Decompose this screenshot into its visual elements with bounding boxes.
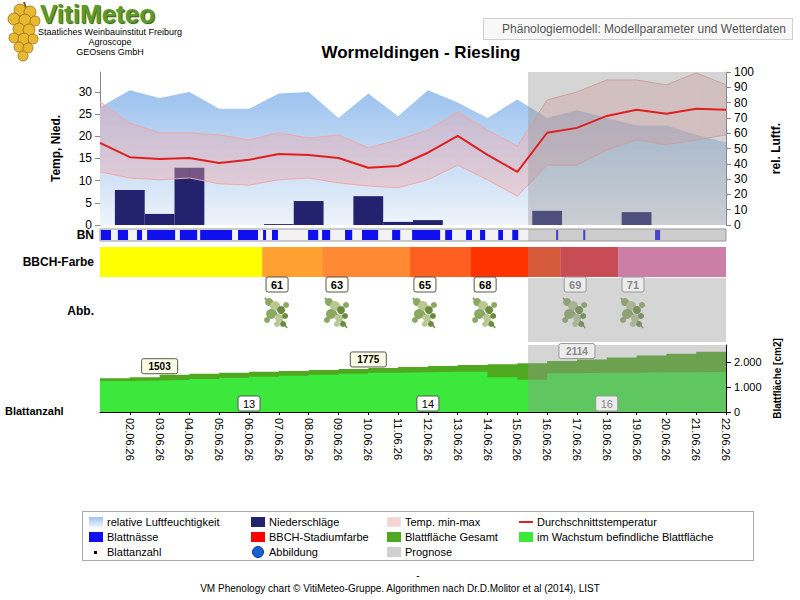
svg-text:Blattfläche [cm2]: Blattfläche [cm2] bbox=[772, 338, 783, 419]
svg-text:04.06.26: 04.06.26 bbox=[183, 418, 195, 461]
html-text:relative Luftfeuchtigkeit: relative Luftfeuchtigkeit bbox=[107, 516, 220, 528]
html-text:Wormeldingen - Riesling: Wormeldingen - Riesling bbox=[321, 43, 521, 62]
html-text:Prognose: Prognose bbox=[405, 546, 453, 558]
svg-text:2.000: 2.000 bbox=[734, 356, 762, 368]
svg-text:90: 90 bbox=[734, 80, 748, 94]
svg-text:40: 40 bbox=[734, 157, 748, 171]
html-text:Durchschnittstemperatur: Durchschnittstemperatur bbox=[537, 516, 657, 528]
svg-text:65: 65 bbox=[419, 279, 431, 291]
svg-text:19.06.26: 19.06.26 bbox=[631, 418, 643, 461]
html-text:Niederschläge: Niederschläge bbox=[269, 516, 340, 528]
svg-text:25: 25 bbox=[79, 107, 93, 121]
svg-text:06.06.26: 06.06.26 bbox=[243, 418, 255, 461]
svg-text:10.06.26: 10.06.26 bbox=[362, 418, 374, 461]
html-text:VM Phenology chart © VitiMeteo: VM Phenology chart © VitiMeteo-Gruppe. A… bbox=[200, 583, 600, 594]
html-text:im Wachstum befindliche Blattf: im Wachstum befindliche Blattfläche bbox=[537, 531, 714, 543]
svg-text:13.06.26: 13.06.26 bbox=[452, 418, 464, 461]
svg-text:1.000: 1.000 bbox=[734, 381, 762, 393]
html-text:GEOsens GmbH: GEOsens GmbH bbox=[76, 47, 144, 57]
svg-text:5: 5 bbox=[85, 196, 92, 210]
svg-text:50: 50 bbox=[734, 142, 748, 156]
svg-text:02.06.26: 02.06.26 bbox=[124, 418, 136, 461]
svg-text:30: 30 bbox=[79, 85, 93, 99]
html-text:Phänologiemodell: Modellparame: Phänologiemodell: Modellparameter und We… bbox=[502, 22, 786, 36]
svg-text:05.06.26: 05.06.26 bbox=[213, 418, 225, 461]
svg-text:08.06.26: 08.06.26 bbox=[303, 418, 315, 461]
html-text:VitiMeteo: VitiMeteo bbox=[40, 0, 156, 29]
svg-text:63: 63 bbox=[331, 279, 343, 291]
svg-text:10: 10 bbox=[79, 174, 93, 188]
svg-text:13: 13 bbox=[243, 398, 255, 410]
html-text:Abb.: Abb. bbox=[67, 304, 94, 318]
html-text:Staatliches Weinbauinstitut Fr: Staatliches Weinbauinstitut Freiburg bbox=[38, 27, 182, 37]
svg-text:14: 14 bbox=[422, 398, 434, 410]
svg-text:17.06.26: 17.06.26 bbox=[571, 418, 583, 461]
svg-text:0: 0 bbox=[734, 406, 740, 418]
svg-text:71: 71 bbox=[627, 279, 639, 291]
svg-text:10: 10 bbox=[734, 203, 748, 217]
html-text:Agroscope: Agroscope bbox=[88, 37, 132, 47]
svg-text:0: 0 bbox=[734, 218, 741, 232]
html-text:Abbildung: Abbildung bbox=[269, 546, 318, 558]
svg-text:Temp, Nied.: Temp, Nied. bbox=[49, 115, 63, 182]
svg-text:70: 70 bbox=[734, 111, 748, 125]
svg-text:03.06.26: 03.06.26 bbox=[154, 418, 166, 461]
html-text:BN: BN bbox=[76, 228, 94, 242]
svg-text:12.06.26: 12.06.26 bbox=[422, 418, 434, 461]
svg-text:18.06.26: 18.06.26 bbox=[601, 418, 613, 461]
svg-text:22.06.26: 22.06.26 bbox=[720, 418, 732, 461]
html-text:Temp. min-max: Temp. min-max bbox=[405, 516, 481, 528]
html-text:Blattanzahl: Blattanzahl bbox=[107, 546, 162, 558]
svg-text:21.06.26: 21.06.26 bbox=[690, 418, 702, 461]
svg-text:60: 60 bbox=[734, 126, 748, 140]
html-text:BBCH-Stadiumfarbe: BBCH-Stadiumfarbe bbox=[269, 531, 369, 543]
svg-text:61: 61 bbox=[271, 279, 283, 291]
html-text:BBCH-Farbe: BBCH-Farbe bbox=[22, 255, 94, 269]
svg-text:16: 16 bbox=[601, 398, 613, 410]
svg-text:100: 100 bbox=[734, 65, 754, 79]
svg-text:30: 30 bbox=[734, 172, 748, 186]
html-text:Blattfläche Gesamt: Blattfläche Gesamt bbox=[405, 531, 498, 543]
svg-text:0: 0 bbox=[85, 218, 92, 232]
svg-text:07.06.26: 07.06.26 bbox=[273, 418, 285, 461]
svg-text:15: 15 bbox=[79, 151, 93, 165]
svg-text:20.06.26: 20.06.26 bbox=[660, 418, 672, 461]
svg-text:14.06.26: 14.06.26 bbox=[482, 418, 494, 461]
svg-text:16.06.26: 16.06.26 bbox=[541, 418, 553, 461]
svg-text:80: 80 bbox=[734, 96, 748, 110]
svg-text:11.06.26: 11.06.26 bbox=[392, 418, 404, 460]
svg-text:68: 68 bbox=[479, 279, 491, 291]
svg-text:rel. Luftf.: rel. Luftf. bbox=[769, 123, 783, 174]
svg-text:1503: 1503 bbox=[148, 361, 171, 372]
svg-text:20: 20 bbox=[734, 187, 748, 201]
svg-text:2114: 2114 bbox=[566, 346, 588, 357]
svg-text:1775: 1775 bbox=[357, 354, 380, 365]
svg-text:20: 20 bbox=[79, 129, 93, 143]
svg-text:69: 69 bbox=[569, 279, 581, 291]
html-text:Blattnässe: Blattnässe bbox=[107, 531, 159, 543]
svg-text:15.06.26: 15.06.26 bbox=[511, 418, 523, 461]
html-text:Blattanzahl: Blattanzahl bbox=[5, 405, 64, 417]
svg-text:09.06.26: 09.06.26 bbox=[332, 418, 344, 461]
